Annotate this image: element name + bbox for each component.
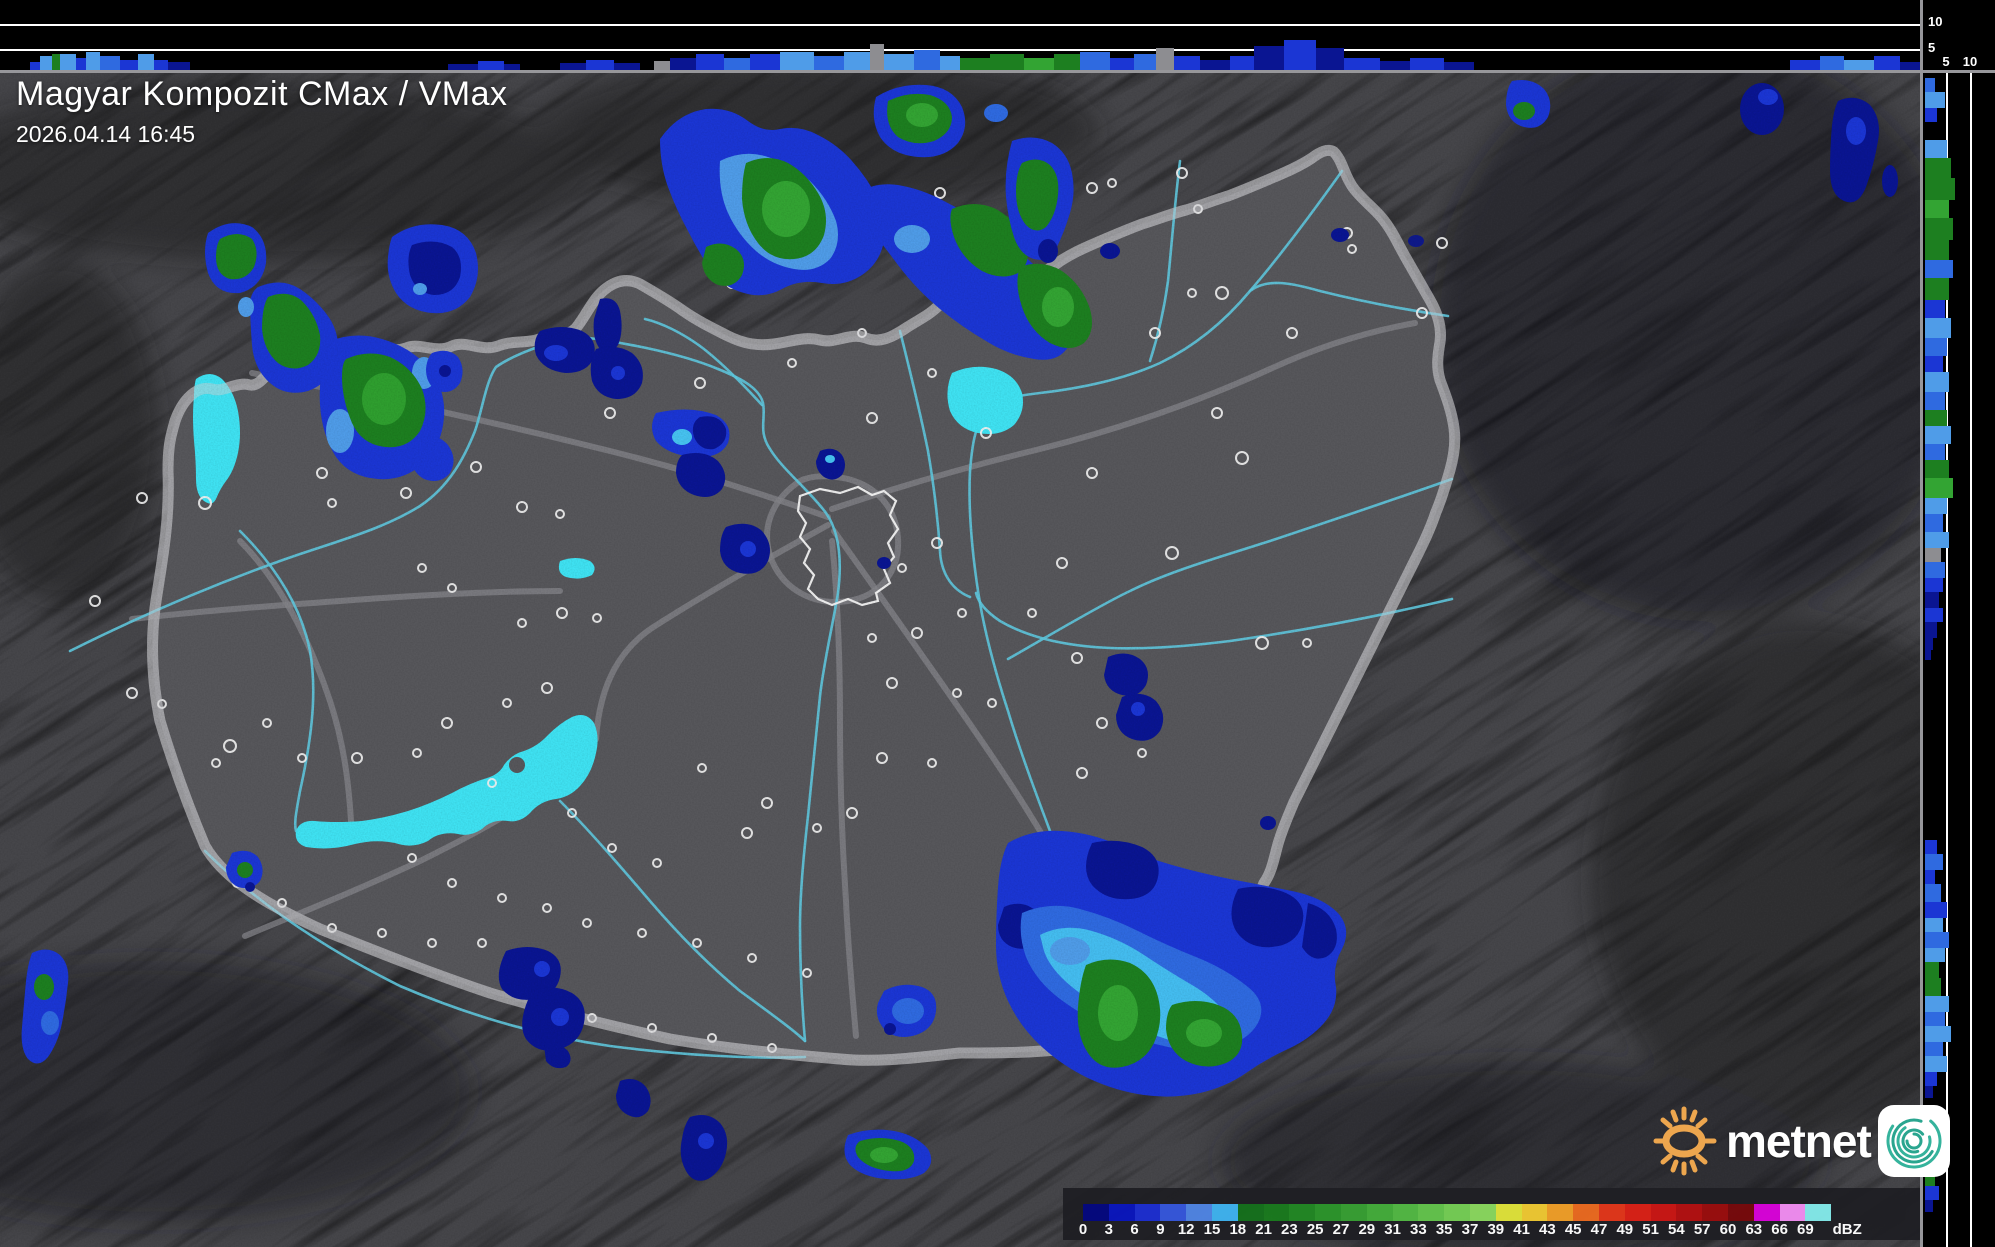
top-strip-separator [0,70,1995,73]
right-profile-5km-gridline [1946,73,1948,1247]
top-axis-10km-label: 10 [1928,14,1943,29]
terrain-grain-overlay [0,73,1920,1247]
timestamp: 2026.04.14 16:45 [16,120,196,147]
right-profile-bars [1925,0,1995,1247]
right-strip-separator [1920,0,1923,1247]
top-profile-5km-gridline [0,49,1920,51]
brand-name: metnet [1726,1115,1872,1167]
metnet-logo[interactable]: metnet [1648,1104,1951,1178]
sun-icon [1653,1106,1717,1176]
title-block: Magyar Kompozit CMax / VMax 2026.04.14 1… [16,74,508,148]
radar-map-canvas [0,73,1920,1247]
top-profile-10km-gridline [0,24,1920,26]
page-title: Magyar Kompozit CMax / VMax [16,75,508,113]
right-axis-10km-label: 10 [1962,54,1978,69]
radar-map[interactable] [0,73,1920,1247]
dbz-legend: 0 3 6 9 12 15 18 21 23 25 27 29 31 33 35 37 39 41 43 45 47 49… [1063,1188,1920,1240]
hungaromet-app-icon [1877,1105,1950,1177]
top-profile-bars [0,0,1920,70]
top-echo-height-profile [0,0,1920,70]
right-profile-10km-gridline [1970,73,1972,1247]
right-axis-5km-label: 5 [1942,54,1950,69]
dbz-colorbar [1083,1204,1832,1221]
top-axis-5km-label: 5 [1928,40,1936,55]
